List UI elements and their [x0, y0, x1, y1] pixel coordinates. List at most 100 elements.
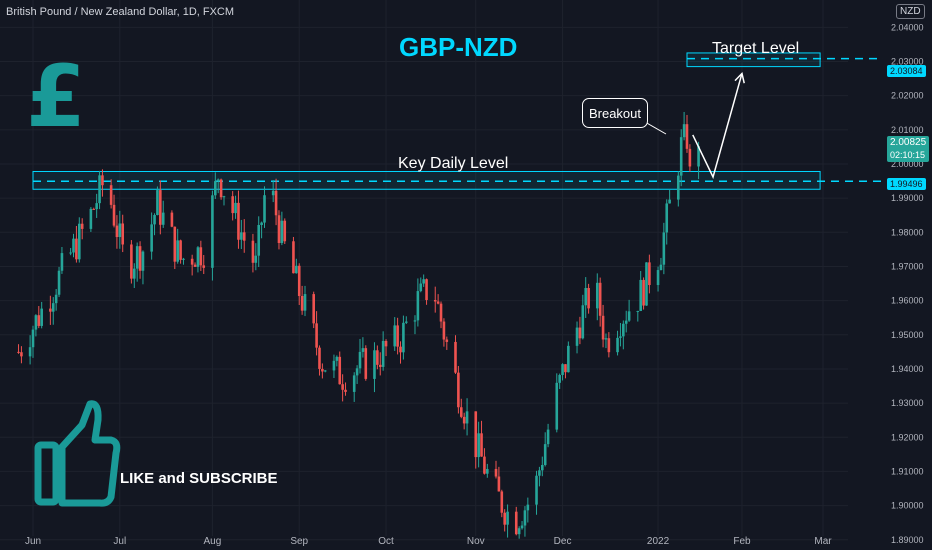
y-tick-label: 1.98000 [891, 227, 924, 237]
current-price-label: 2.00825 02:10:15 [887, 136, 930, 162]
candle-body [685, 124, 689, 149]
candle-body [51, 303, 55, 312]
candle-body [34, 315, 38, 330]
candle-body [543, 444, 547, 465]
candle-body [642, 279, 645, 306]
candle-body [384, 340, 388, 347]
candle-body [98, 175, 101, 204]
candle-body [132, 268, 136, 279]
y-tick-label: 1.93000 [891, 398, 924, 408]
candle-body [616, 337, 619, 353]
candle-body [538, 470, 541, 476]
candle-body [665, 203, 669, 233]
symbol-header: British Pound / New Zealand Dollar, 1D, … [6, 6, 235, 18]
candle-body [271, 190, 275, 196]
projection-arrowhead [734, 71, 745, 84]
candle-body [358, 351, 362, 369]
candle-body [101, 175, 104, 186]
candle-body [662, 232, 666, 265]
chart-zones [32, 52, 883, 190]
candle-body [20, 352, 23, 357]
candle-body [295, 265, 298, 274]
candle-body [399, 346, 402, 353]
candle-body [506, 511, 509, 525]
candle-body [474, 411, 478, 458]
candle-body [442, 321, 446, 340]
y-tick-label: 1.90000 [891, 501, 924, 511]
candle-body [393, 325, 397, 347]
candle-body [636, 310, 640, 312]
candle-body [601, 315, 605, 340]
x-tick-label: 2022 [647, 536, 670, 547]
candle-body [170, 212, 174, 227]
candle-body [494, 468, 498, 477]
candle-body [697, 146, 700, 167]
candle-body [648, 262, 651, 286]
candle-body [584, 287, 588, 306]
candle-body [682, 124, 686, 138]
candle-body [503, 512, 506, 525]
candle-body [222, 196, 226, 198]
y-tick-label: 2.04000 [891, 22, 924, 32]
candle-body [60, 253, 64, 271]
candle-body [109, 185, 113, 205]
candle-body [352, 375, 356, 392]
candle-body [297, 265, 301, 297]
currency-button[interactable]: NZD [896, 4, 925, 19]
candle-body [624, 320, 628, 324]
candle-body [92, 208, 96, 210]
candle-body [425, 279, 428, 301]
like-subscribe-text: LIKE and SUBSCRIBE [120, 470, 278, 487]
candle-body [517, 528, 521, 535]
candle-body [604, 338, 608, 340]
candle-body [607, 338, 611, 353]
bar-countdown: 02:10:15 [890, 150, 926, 160]
breakout-callout: Breakout [582, 98, 648, 128]
candle-body [477, 433, 480, 458]
key-level-label: Key Daily Level [398, 155, 509, 172]
candle-body [57, 270, 61, 295]
y-tick-label: 1.89000 [891, 535, 924, 545]
y-tick-label: 1.95000 [891, 330, 924, 340]
candle-body [578, 327, 582, 339]
x-tick-label: Jun [25, 536, 41, 547]
chart-axes: 2.04000 2.03000 2.02000 2.01000 2.00000 1.990… [25, 22, 924, 547]
candle-body [234, 202, 237, 214]
x-tick-label: Nov [467, 536, 485, 547]
candle-body [112, 204, 116, 226]
candle-body [159, 190, 162, 225]
y-tick-label: 1.97000 [891, 261, 924, 271]
candle-body [130, 244, 133, 279]
candle-body [95, 203, 98, 210]
y-tick-label: 1.96000 [891, 296, 924, 306]
candle-body [263, 195, 266, 223]
chart-gridlines [0, 0, 848, 541]
candle-body [419, 283, 423, 292]
candle-body [381, 340, 385, 367]
candle-body [459, 407, 463, 417]
candle-body [283, 220, 287, 242]
candle-body [28, 347, 32, 357]
candle-body [587, 287, 590, 309]
candle-body [338, 356, 342, 385]
candle-body [555, 382, 559, 430]
candle-body [214, 181, 217, 196]
candle-body [31, 329, 35, 348]
candle-body [115, 225, 119, 238]
x-tick-label: Jul [113, 536, 126, 547]
candle-body [622, 323, 625, 337]
candle-body [575, 327, 579, 346]
x-tick-label: Dec [554, 536, 572, 547]
candle-body [196, 247, 200, 267]
candle-body [216, 179, 220, 182]
candle-body [497, 476, 501, 492]
candle-body [679, 137, 683, 176]
y-tick-label: 2.02000 [891, 91, 924, 101]
target-price-label: 2.03084 [887, 65, 926, 77]
candle-body [240, 232, 243, 240]
candle-body [378, 364, 382, 367]
projection-path [644, 71, 745, 180]
candle-body [355, 368, 359, 376]
candle-body [219, 179, 223, 198]
